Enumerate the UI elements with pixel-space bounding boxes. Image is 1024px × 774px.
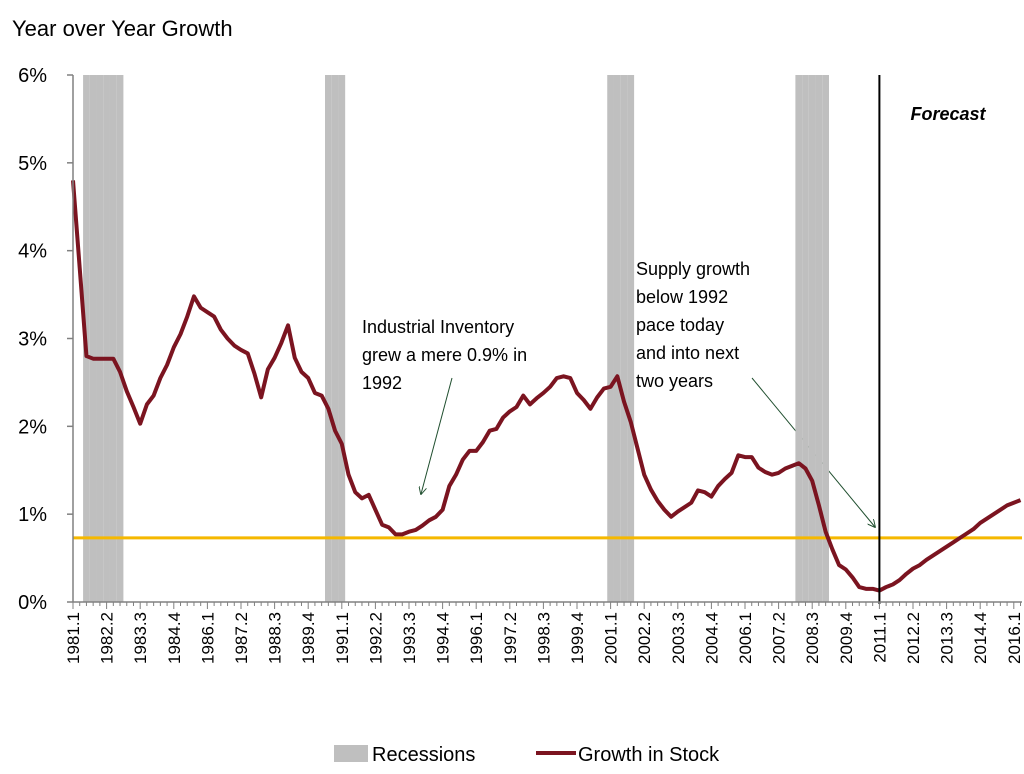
recession-bar xyxy=(808,75,816,602)
x-tick-label: 2013.3 xyxy=(938,612,957,664)
recession-bar xyxy=(109,75,117,602)
x-tick-label: 1987.2 xyxy=(232,612,251,664)
x-tick-label: 2009.4 xyxy=(837,612,856,664)
y-tick-label: 6% xyxy=(18,65,47,87)
recession-bar xyxy=(116,75,124,602)
recession-bar xyxy=(331,75,339,602)
recession-bar xyxy=(96,75,104,602)
annotation: Supply growth xyxy=(636,259,750,279)
x-tick-label: 1992.2 xyxy=(366,612,385,664)
x-tick-label: 2008.3 xyxy=(803,612,822,664)
x-tick-label: 1989.4 xyxy=(299,612,318,664)
legend-swatch xyxy=(334,745,368,762)
y-tick-label: 0% xyxy=(18,592,47,614)
x-tick-label: 2014.4 xyxy=(971,612,990,664)
y-tick-label: 2% xyxy=(18,416,47,438)
recession-bar xyxy=(802,75,809,602)
y-tick-label: 4% xyxy=(18,241,47,263)
x-tick-label: 2001.1 xyxy=(602,612,621,664)
recession-bar xyxy=(613,75,621,602)
x-tick-label: 1991.1 xyxy=(333,612,352,664)
recession-bar xyxy=(338,75,346,602)
annotation: Industrial Inventory xyxy=(362,317,514,337)
legend-label: Growth in Stock xyxy=(578,744,720,766)
x-tick-label: 1982.2 xyxy=(98,612,117,664)
annotation: 1992 xyxy=(362,373,402,393)
x-tick-label: 1993.3 xyxy=(400,612,419,664)
annotation: below 1992 xyxy=(636,287,728,307)
x-tick-label: 2006.1 xyxy=(736,612,755,664)
x-tick-label: 2003.3 xyxy=(669,612,688,664)
forecast-label: Forecast xyxy=(910,104,986,124)
recession-bar xyxy=(815,75,823,602)
recession-bar xyxy=(627,75,635,602)
annotation: pace today xyxy=(636,315,724,335)
annotation: grew a mere 0.9% in xyxy=(362,345,527,365)
y-tick-label: 3% xyxy=(18,329,47,351)
y-tick-label: 5% xyxy=(18,153,47,175)
recession-bar xyxy=(822,75,829,602)
recession-bar xyxy=(607,75,614,602)
x-tick-label: 2012.2 xyxy=(904,612,923,664)
recession-bar xyxy=(89,75,97,602)
annotation-arrow xyxy=(421,377,453,494)
x-tick-label: 1984.4 xyxy=(165,612,184,664)
x-tick-label: 1997.2 xyxy=(501,612,520,664)
recession-bar xyxy=(325,75,332,602)
annotation: and into next xyxy=(636,343,739,363)
x-tick-label: 2002.2 xyxy=(635,612,654,664)
x-tick-label: 1983.3 xyxy=(131,612,150,664)
x-tick-label: 1981.1 xyxy=(64,612,83,664)
x-tick-label: 1988.3 xyxy=(266,612,285,664)
x-tick-label: 1999.4 xyxy=(568,612,587,664)
x-tick-label: 1994.4 xyxy=(434,612,453,664)
x-tick-label: 1996.1 xyxy=(467,612,486,664)
y-tick-label: 1% xyxy=(18,504,47,526)
legend-label: Recessions xyxy=(372,744,475,766)
x-tick-label: 1998.3 xyxy=(534,612,553,664)
x-tick-label: 1986.1 xyxy=(198,612,217,664)
recession-bar xyxy=(620,75,628,602)
x-tick-label: 2007.2 xyxy=(770,612,789,664)
x-tick-label: 2004.4 xyxy=(702,612,721,664)
x-tick-label: 2011.1 xyxy=(870,612,889,663)
recession-bar xyxy=(103,75,110,602)
x-tick-label: 2016.1 xyxy=(1005,612,1024,664)
growth-line xyxy=(71,180,1022,593)
annotation: two years xyxy=(636,371,713,391)
recession-bar xyxy=(795,75,803,602)
chart-title: Year over Year Growth xyxy=(12,16,233,41)
